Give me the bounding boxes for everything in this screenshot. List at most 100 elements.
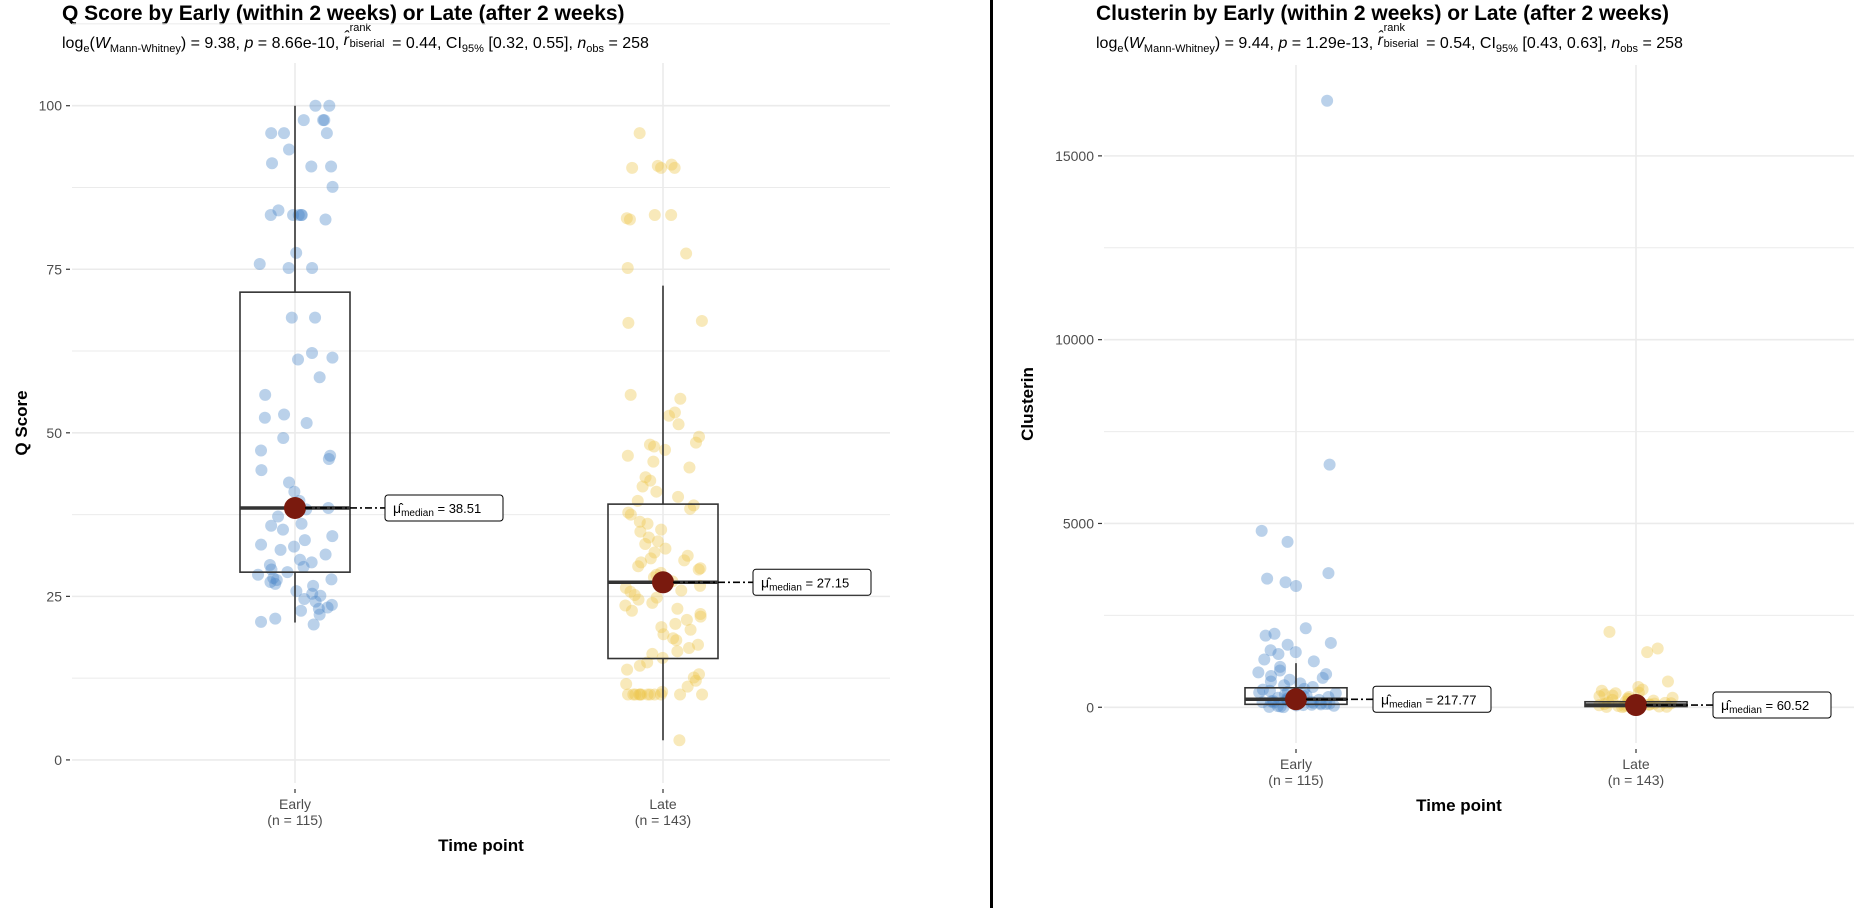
early-data-point <box>288 485 301 498</box>
early-data-point <box>295 208 308 221</box>
median-point <box>284 496 306 519</box>
late-data-point <box>622 688 635 701</box>
median-label: μ̂median = 27.15 <box>752 568 872 596</box>
late-data-point <box>633 659 646 672</box>
subtitle-log-sub: e <box>83 43 90 56</box>
late-data-point <box>681 549 694 562</box>
x-axis-title: Time point <box>1416 796 1502 815</box>
late-data-point <box>641 517 654 530</box>
early-data-point <box>269 577 282 590</box>
chart-subtitle: loge(WMann-Whitney) = 9.44, p = 1.29e-13… <box>1096 22 1683 56</box>
early-data-point <box>294 604 307 617</box>
late-data-point <box>623 213 636 226</box>
median-label: μ̂median = 217.77 <box>1372 685 1492 713</box>
x-tick-label: Late <box>649 796 676 812</box>
early-data-point <box>292 353 305 366</box>
late-data-point <box>619 581 632 594</box>
early-data-point <box>287 208 300 221</box>
late-data-point <box>635 556 648 569</box>
early-data-point <box>309 311 322 324</box>
late-data-point <box>680 247 693 260</box>
late-data-point <box>680 613 693 626</box>
x-tick-label: Early <box>1280 756 1312 772</box>
late-data-point <box>672 490 685 503</box>
late-data-point <box>668 406 681 419</box>
late-data-point <box>621 663 634 676</box>
late-data-point <box>695 314 708 327</box>
subtitle-p-value: = 1.29e-13, <box>1287 35 1378 52</box>
early-data-point <box>278 408 291 421</box>
early-data-point <box>1329 687 1342 700</box>
late-data-point <box>668 161 681 174</box>
early-data-point <box>283 476 296 489</box>
median-label-box <box>752 568 872 596</box>
early-data-point <box>293 553 306 566</box>
late-data-point <box>696 688 709 701</box>
y-tick-label: 15000 <box>1055 148 1094 164</box>
subtitle-ci-value: [0.43, 0.63], <box>1517 35 1612 52</box>
early-data-point <box>277 127 290 140</box>
early-data-point <box>1324 636 1337 649</box>
early-data-point <box>297 560 310 573</box>
median-label: μ̂median = 60.52 <box>1712 691 1832 719</box>
subtitle-ci: CI <box>1479 35 1496 52</box>
early-data-point <box>1274 664 1287 677</box>
late-data-point <box>674 392 687 405</box>
late-data-point <box>636 480 649 493</box>
subtitle-w: W <box>94 35 110 52</box>
late-data-point <box>678 554 691 567</box>
late-data-point <box>665 208 678 221</box>
late-data-point <box>667 632 680 645</box>
late-data-point <box>1606 689 1619 702</box>
late-data-point <box>629 688 642 701</box>
early-data-point <box>314 589 327 602</box>
early-data-point <box>263 558 276 571</box>
early-data-point <box>325 160 338 173</box>
late-data-point <box>646 596 659 609</box>
early-data-point <box>270 574 283 587</box>
early-data-point <box>1264 644 1277 657</box>
late-data-point <box>632 593 645 606</box>
x-tick-n-label: (n = 115) <box>267 812 322 828</box>
early-data-point <box>1271 700 1284 713</box>
early-data-point <box>1265 670 1278 683</box>
early-data-point <box>298 592 311 605</box>
early-data-point <box>1255 524 1268 537</box>
late-data-point <box>1603 625 1616 638</box>
late-data-point <box>1636 683 1649 696</box>
early-data-point <box>1261 572 1274 585</box>
late-data-point <box>647 455 660 468</box>
late-data-point <box>634 688 647 701</box>
early-data-point <box>1252 666 1265 679</box>
early-data-point <box>1268 627 1281 640</box>
median-label-text: μ̂median = 38.51 <box>393 500 481 519</box>
early-data-point <box>1272 647 1285 660</box>
early-data-point <box>282 261 295 274</box>
early-data-point <box>324 449 337 462</box>
late-data-point <box>662 409 675 422</box>
late-data-point <box>619 599 632 612</box>
early-data-point <box>313 371 326 384</box>
early-data-point <box>258 411 271 424</box>
late-data-point <box>687 499 700 512</box>
late-data-point <box>621 449 634 462</box>
early-data-point <box>264 208 277 221</box>
y-tick-label: 0 <box>1086 699 1094 715</box>
subtitle-r-symbol: r̂ rank biserial <box>1377 22 1419 50</box>
late-data-point <box>1598 688 1611 701</box>
late-data-point <box>632 560 645 573</box>
early-data-point <box>288 540 301 553</box>
early-data-point <box>277 432 290 445</box>
clusterin-chart-panel: Clusterin by Early (within 2 weeks) or L… <box>993 0 1854 908</box>
early-data-point <box>252 568 265 581</box>
early-data-point <box>306 347 319 359</box>
early-data-point <box>317 114 330 127</box>
early-data-point <box>1327 699 1340 712</box>
late-data-point <box>689 674 702 687</box>
early-data-point <box>1281 638 1294 651</box>
early-data-point <box>325 573 338 586</box>
early-data-point <box>1263 700 1276 713</box>
late-data-point <box>643 438 656 451</box>
early-data-point <box>1320 668 1333 681</box>
subtitle-log: log <box>62 35 84 52</box>
